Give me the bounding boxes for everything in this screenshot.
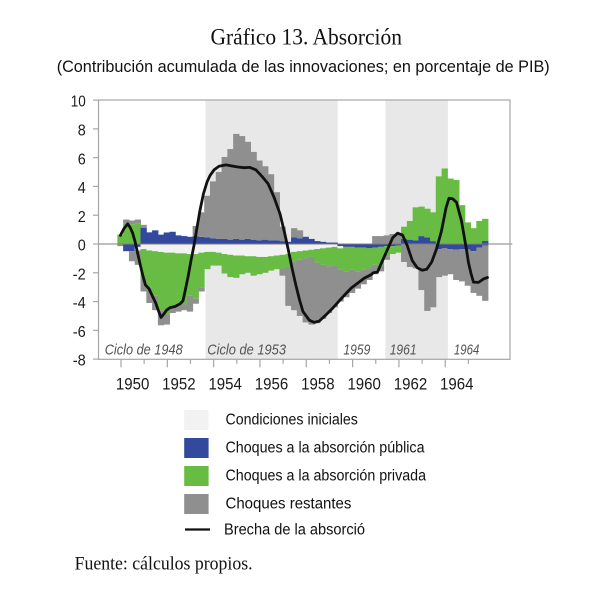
svg-text:0: 0: [78, 238, 86, 255]
svg-text:Fuente: cálculos propios.: Fuente: cálculos propios.: [75, 554, 253, 574]
svg-text:Ciclo de 1953: Ciclo de 1953: [207, 341, 286, 358]
svg-text:1964: 1964: [454, 341, 479, 358]
svg-text:2: 2: [78, 209, 86, 226]
svg-text:1956: 1956: [255, 374, 289, 393]
svg-text:1959: 1959: [343, 341, 370, 358]
svg-text:1952: 1952: [162, 374, 196, 393]
svg-text:Brecha de la absorció: Brecha de la absorció: [224, 521, 365, 538]
svg-text:10: 10: [71, 94, 86, 111]
svg-text:8: 8: [78, 122, 86, 139]
svg-text:4: 4: [78, 180, 86, 197]
svg-text:Gráfico 13. Absorción: Gráfico 13. Absorción: [211, 24, 403, 50]
svg-text:1954: 1954: [208, 374, 242, 393]
svg-text:-2: -2: [73, 266, 86, 283]
svg-text:1964: 1964: [440, 374, 474, 393]
svg-text:Condiciones iniciales: Condiciones iniciales: [226, 412, 359, 429]
svg-text:1950: 1950: [116, 374, 150, 393]
svg-text:Choques a la absorción privada: Choques a la absorción privada: [226, 468, 427, 485]
svg-text:1958: 1958: [301, 374, 335, 393]
svg-text:6: 6: [78, 151, 86, 168]
svg-text:(Contribución acumulada de las: (Contribución acumulada de las innovacio…: [57, 58, 550, 76]
svg-text:1961: 1961: [390, 341, 417, 358]
svg-text:1962: 1962: [394, 374, 428, 393]
svg-text:Choques restantes: Choques restantes: [226, 496, 352, 513]
svg-text:Ciclo de 1948: Ciclo de 1948: [105, 341, 184, 358]
svg-text:Choques a la absorción pública: Choques a la absorción pública: [226, 440, 425, 457]
svg-text:-4: -4: [73, 295, 86, 312]
svg-text:-6: -6: [73, 324, 86, 341]
svg-text:-8: -8: [73, 353, 86, 370]
svg-text:1960: 1960: [347, 374, 381, 393]
